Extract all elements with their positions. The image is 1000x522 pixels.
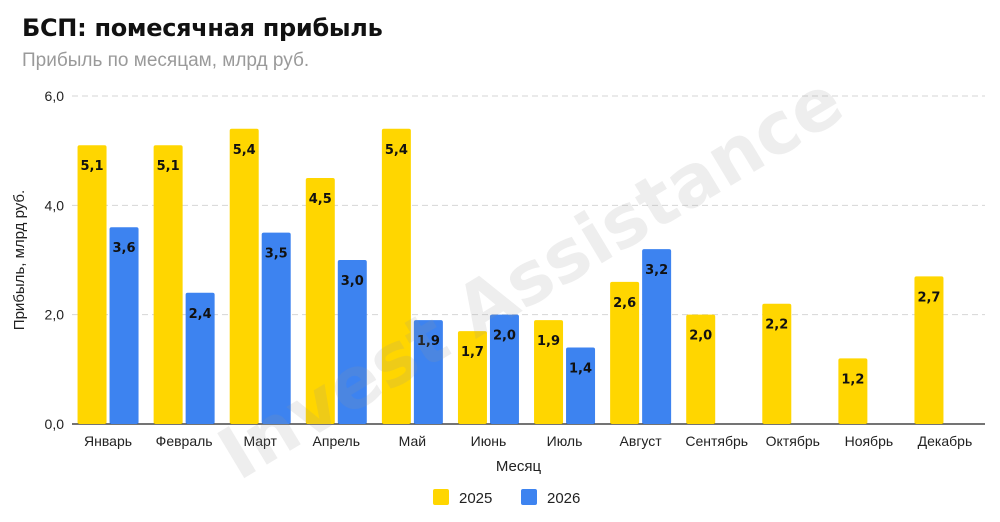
x-tick-label: Февраль	[156, 433, 213, 449]
x-tick-label: Август	[620, 433, 663, 449]
x-tick-label: Сентябрь	[685, 433, 748, 449]
y-tick-label: 2,0	[45, 307, 65, 323]
data-label: 2,2	[765, 318, 788, 333]
data-label: 1,2	[841, 372, 864, 387]
bar-2026	[261, 232, 291, 424]
x-tick-label: Январь	[84, 433, 132, 449]
data-label: 2,4	[189, 307, 212, 322]
data-label: 5,4	[385, 143, 408, 158]
data-label: 2,7	[917, 290, 940, 305]
bar-2026	[185, 292, 215, 424]
bar-2025	[914, 276, 944, 424]
data-label: 1,9	[537, 334, 560, 349]
data-label: 2,0	[493, 329, 516, 344]
bar-2026	[109, 227, 139, 424]
data-label: 5,1	[157, 159, 180, 174]
chart-subtitle: Прибыль по месяцам, млрд руб.	[22, 50, 310, 71]
data-label: 3,6	[113, 241, 136, 256]
legend-swatch-2026	[521, 489, 537, 505]
bar-2025	[305, 178, 335, 424]
chart-title: БСП: помесячная прибыль	[22, 14, 383, 42]
bar-2025	[153, 145, 183, 424]
legend-swatch-2025	[433, 489, 449, 505]
x-axis-title: Месяц	[496, 458, 542, 475]
data-label: 3,0	[341, 274, 364, 289]
bar-2025	[686, 314, 716, 424]
x-tick-label: Март	[243, 433, 277, 449]
bar-2025	[534, 320, 564, 424]
data-label: 3,5	[265, 247, 288, 262]
x-tick-label: Декабрь	[918, 433, 973, 449]
x-tick-label: Июнь	[471, 433, 507, 449]
y-tick-label: 4,0	[45, 197, 65, 213]
x-tick-label: Апрель	[313, 433, 361, 449]
bar-2025	[762, 303, 792, 424]
x-tick-label: Ноябрь	[845, 433, 894, 449]
bar-2026	[489, 314, 519, 424]
legend-label: 2025	[459, 490, 492, 507]
bar-2025	[838, 358, 868, 424]
bar-2025	[457, 331, 487, 424]
x-tick-label: Май	[399, 433, 426, 449]
bar-2026	[413, 320, 443, 424]
y-tick-label: 0,0	[45, 416, 65, 432]
x-tick-label: Октябрь	[766, 433, 820, 449]
bar-2025	[77, 145, 107, 424]
data-label: 3,2	[645, 263, 668, 278]
bar-2026	[642, 249, 672, 424]
data-label: 2,6	[613, 296, 636, 311]
data-label: 5,4	[233, 143, 256, 158]
data-label: 1,9	[417, 334, 440, 349]
y-tick-label: 6,0	[45, 88, 65, 104]
y-axis-title: Прибыль, млрд руб.	[11, 190, 28, 330]
bar-2025	[229, 128, 259, 425]
x-tick-label: Июль	[547, 433, 583, 449]
data-label: 5,1	[81, 159, 104, 174]
bar-2026	[566, 347, 596, 424]
data-label: 1,4	[569, 361, 592, 376]
bar-2026	[337, 260, 367, 424]
data-label: 2,0	[689, 329, 712, 344]
bar-2025	[610, 281, 640, 424]
data-label: 1,7	[461, 345, 484, 360]
data-label: 4,5	[309, 192, 332, 207]
legend-label: 2026	[547, 490, 580, 507]
bar-2025	[381, 128, 411, 425]
